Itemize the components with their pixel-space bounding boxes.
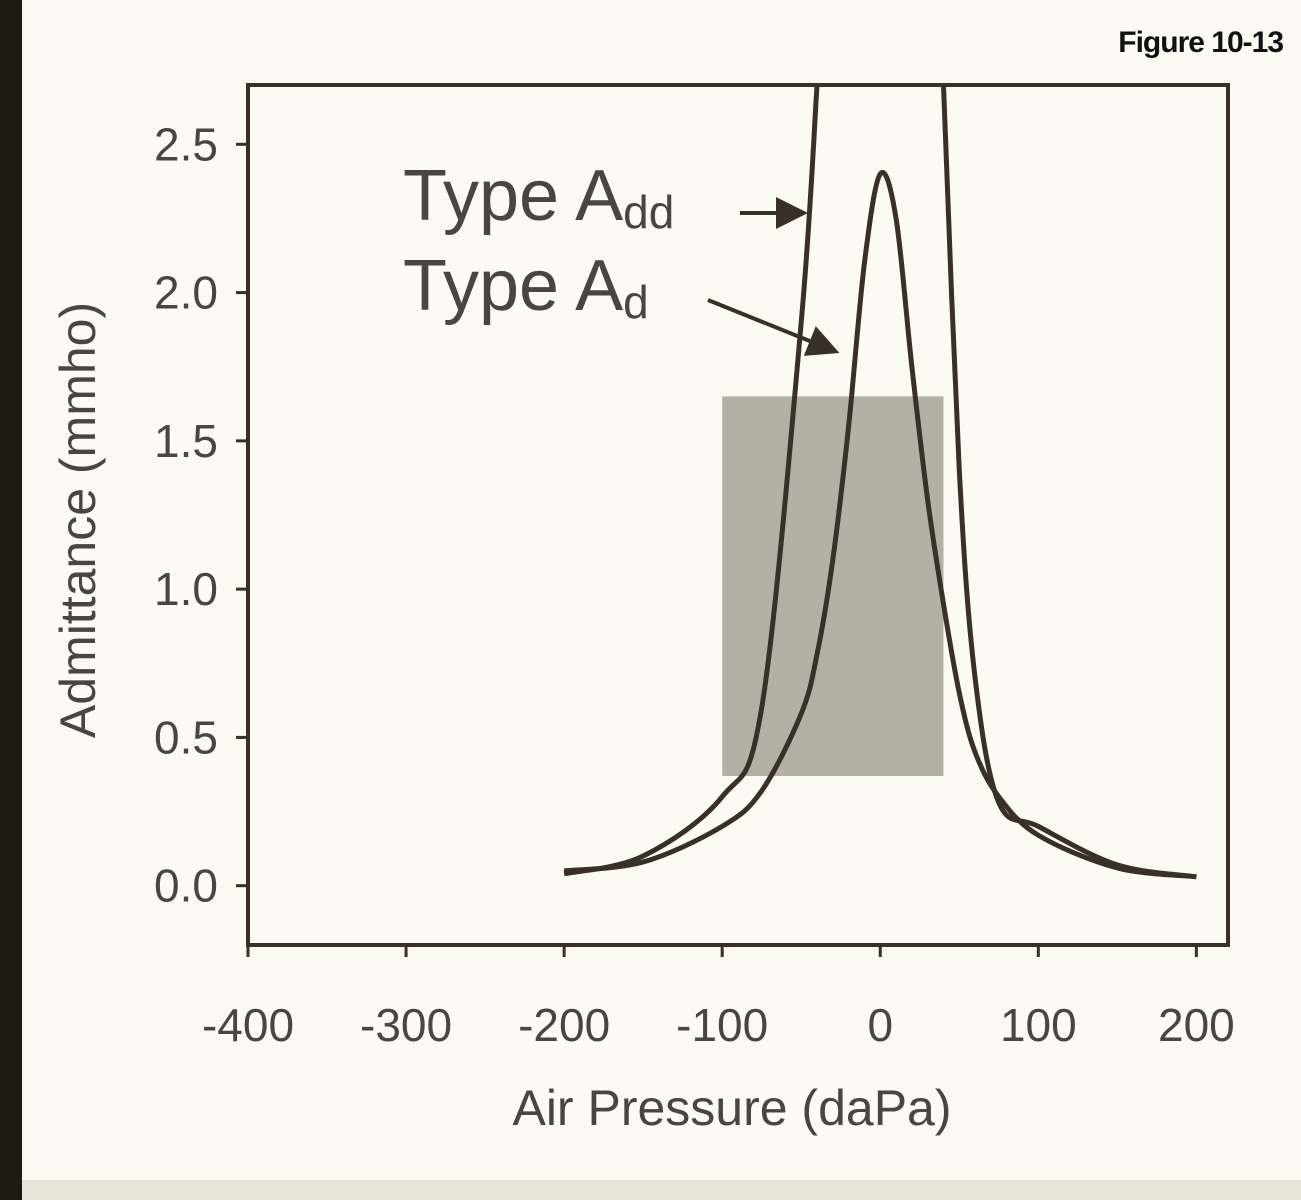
normal-range	[722, 396, 944, 776]
annotation-arrow	[707, 298, 840, 356]
figure-title: Figure 10-13	[1118, 26, 1283, 59]
y-tick-label: 0.5	[154, 711, 218, 763]
y-tick-label: 2.5	[154, 118, 218, 170]
bottom-strip	[22, 1180, 1301, 1200]
annotation-text: Type A	[403, 156, 623, 236]
plot-frame	[246, 83, 1230, 947]
annotation-text: Type A	[403, 246, 623, 326]
y-tick-label: 0.0	[154, 860, 218, 912]
x-tick-label: -100	[676, 999, 768, 1051]
x-tick-label: -400	[202, 999, 294, 1051]
plot-area	[563, 85, 1197, 880]
annotation-sub: dd	[623, 186, 674, 238]
series-line	[563, 169, 1197, 880]
x-tick-label: 100	[1000, 999, 1077, 1051]
x-axis-label: Air Pressure (daPa)	[512, 1080, 951, 1136]
y-tick-label: 2.0	[154, 267, 218, 319]
y-tick-label: 1.5	[154, 415, 218, 467]
x-tick-label: -300	[360, 999, 452, 1051]
annotation-sub: d	[623, 276, 649, 328]
series-line	[563, 85, 820, 877]
x-tick-label: 200	[1158, 999, 1235, 1051]
series-line	[940, 85, 1197, 880]
x-tick-label: 0	[867, 999, 893, 1051]
x-tick-label: -200	[518, 999, 610, 1051]
side-bar	[0, 0, 22, 1200]
y-axis-label: Admittance (mmho)	[50, 302, 106, 738]
annotation: Type Add	[403, 156, 674, 238]
y-tick-label: 1.0	[154, 563, 218, 615]
annotation: Type Ad	[403, 246, 649, 328]
